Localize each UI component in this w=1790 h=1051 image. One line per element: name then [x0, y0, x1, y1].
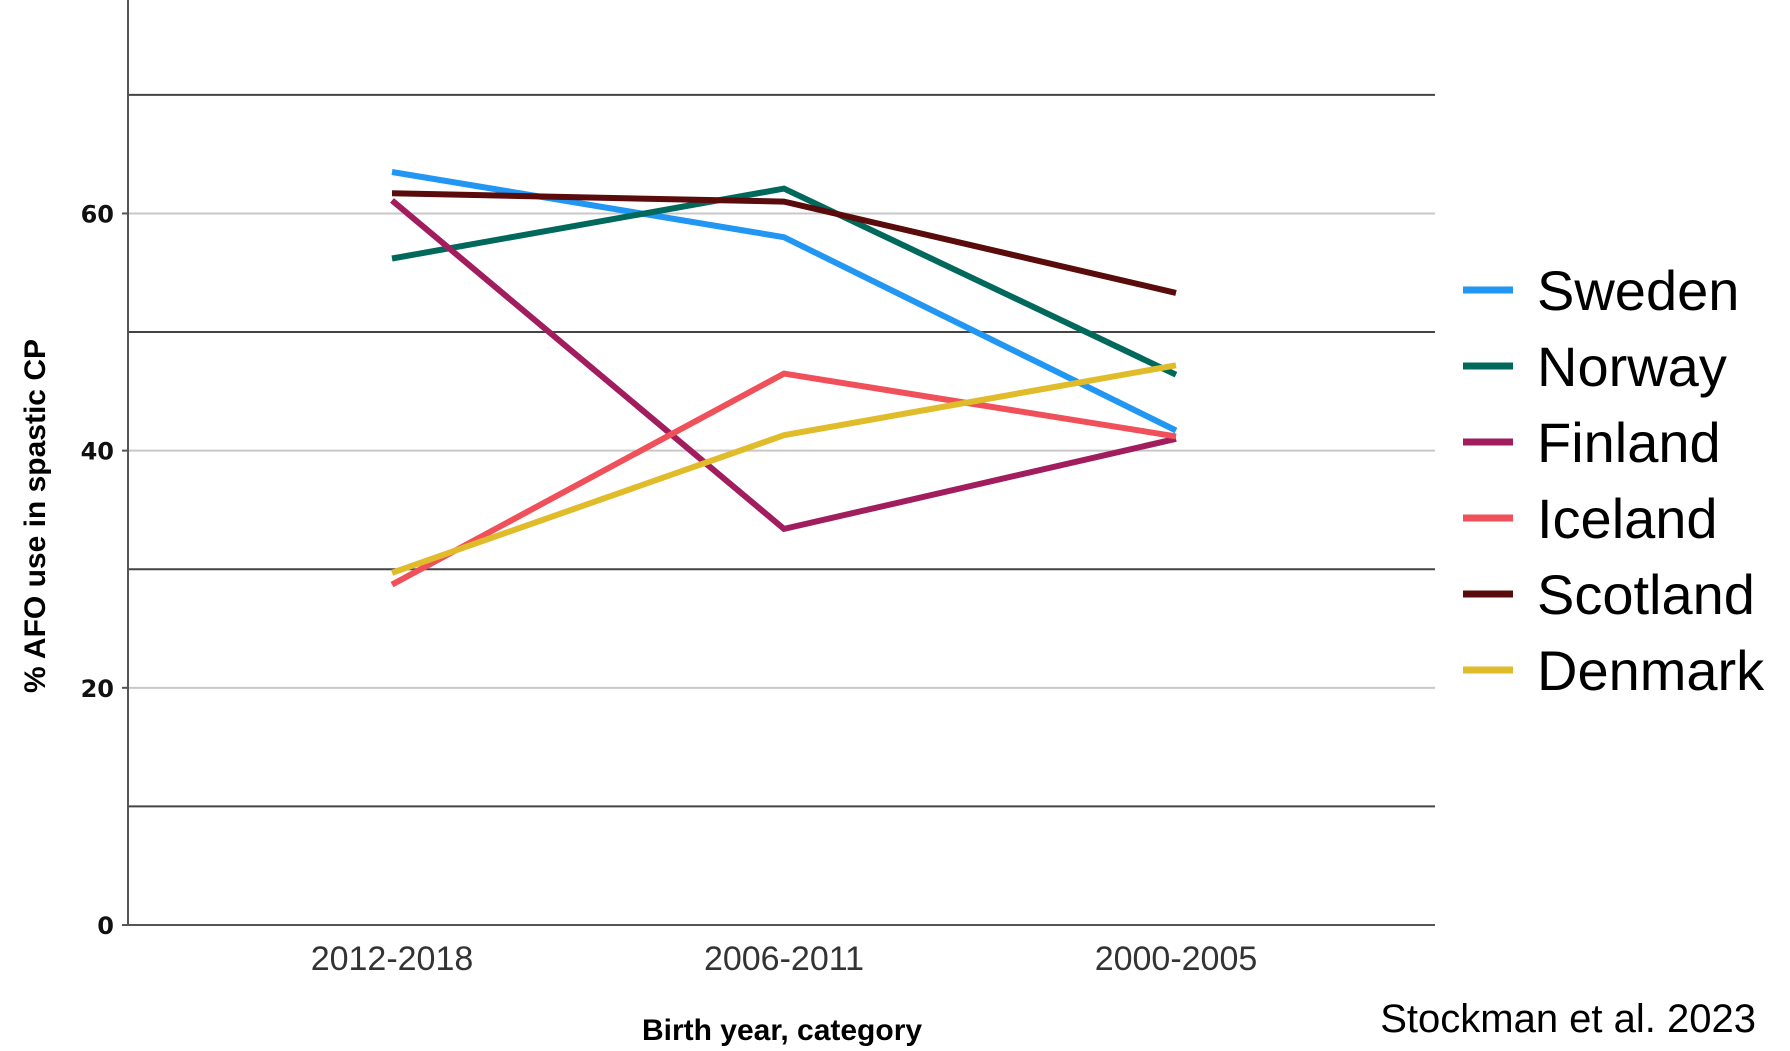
- y-tick-label: 20: [81, 675, 114, 703]
- x-tick-labels: 2012-2018 2006-2011 2000-2005: [311, 940, 1258, 978]
- legend-label-norway: Norway: [1537, 335, 1727, 398]
- series-line-iceland: [390, 370, 1177, 588]
- legend-label-sweden: Sweden: [1537, 259, 1739, 322]
- series-line-norway: [391, 185, 1178, 378]
- y-tick-label: 40: [81, 438, 114, 466]
- series-line-finland: [390, 198, 1177, 533]
- x-axis-title: Birth year, category: [642, 1014, 922, 1047]
- gridlines: [128, 93, 1435, 808]
- legend-label-denmark: Denmark: [1537, 639, 1765, 702]
- series-line-denmark: [391, 362, 1177, 576]
- source-citation: Stockman et al. 2023: [1380, 997, 1756, 1041]
- y-tick-label: 60: [81, 200, 114, 228]
- legend-label-finland: Finland: [1537, 411, 1721, 474]
- x-tick-label: 2006-2011: [704, 940, 864, 978]
- y-axis-title: % AFO use in spastic CP: [19, 339, 52, 693]
- y-tick-labels: 0 20 40 60: [81, 200, 128, 940]
- legend-label-scotland: Scotland: [1537, 563, 1755, 626]
- series-lines: [390, 169, 1178, 588]
- x-tick-label: 2000-2005: [1095, 940, 1258, 978]
- legend: Sweden Norway Finland Iceland Scotland Denmar…: [1463, 259, 1765, 702]
- series-line-scotland: [391, 190, 1177, 296]
- x-tick-label: 2012-2018: [311, 940, 474, 978]
- axes: [127, 0, 1435, 926]
- legend-label-iceland: Iceland: [1537, 487, 1718, 550]
- y-tick-label: 0: [97, 912, 114, 940]
